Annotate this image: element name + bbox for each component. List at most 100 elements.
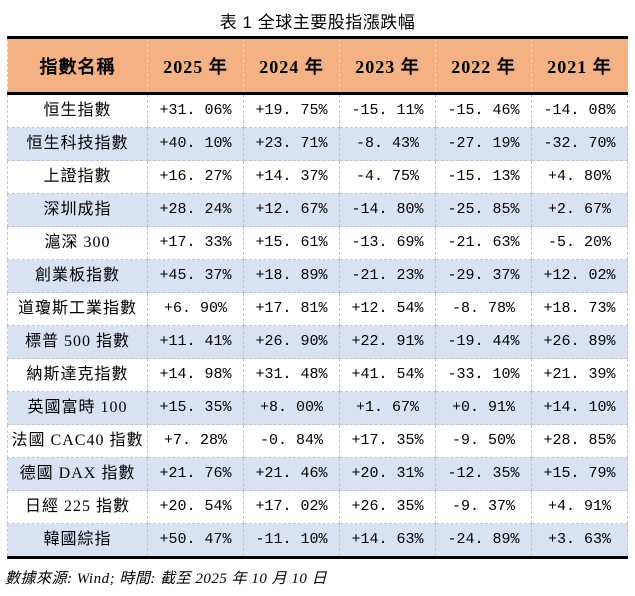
- index-name-cell: 深圳成指: [7, 193, 148, 227]
- index-name-cell: 日經 225 指數: [7, 490, 148, 524]
- value-cell: -29. 37%: [435, 259, 532, 293]
- value-cell: +17. 02%: [243, 490, 340, 524]
- value-cell: +0. 91%: [435, 391, 532, 425]
- header-row: 指數名稱 2025 年 2024 年 2023 年 2022 年 2021 年: [7, 37, 628, 95]
- value-cell: -8. 78%: [435, 292, 532, 326]
- table-row: 韓國綜指 +50. 47% -11. 10% +14. 63% -24. 89% +3. …: [7, 523, 628, 558]
- value-cell: -15. 13%: [435, 160, 532, 194]
- index-name-cell: 滬深 300: [7, 226, 148, 260]
- table-row: 標普 500 指數 +11. 41% +26. 90% +22. 91% -19. 44…: [7, 325, 628, 359]
- table-row: 上證指數 +16. 27% +14. 37% -4. 75% -15. 13% +4. 8…: [7, 160, 628, 194]
- value-cell: -13. 69%: [339, 226, 436, 260]
- value-cell: +41. 54%: [339, 358, 436, 392]
- value-cell: +26. 89%: [531, 325, 628, 359]
- value-cell: +17. 81%: [243, 292, 340, 326]
- value-cell: +15. 79%: [531, 457, 628, 491]
- value-cell: +17. 35%: [339, 424, 436, 458]
- column-header-index-name: 指數名稱: [7, 37, 148, 95]
- value-cell: +6. 90%: [147, 292, 244, 326]
- value-cell: -14. 80%: [339, 193, 436, 227]
- table-body: 恒生指數 +31. 06% +19. 75% -15. 11% -15. 46% -14.…: [7, 93, 628, 558]
- value-cell: +21. 76%: [147, 457, 244, 491]
- value-cell: +14. 98%: [147, 358, 244, 392]
- table-row: 創業板指數 +45. 37% +18. 89% -21. 23% -29. 37% +12…: [7, 259, 628, 293]
- index-name-cell: 韓國綜指: [7, 523, 148, 558]
- value-cell: -8. 43%: [339, 127, 436, 161]
- index-name-cell: 納斯達克指數: [7, 358, 148, 392]
- value-cell: +14. 63%: [339, 523, 436, 558]
- index-name-cell: 上證指數: [7, 160, 148, 194]
- index-name-cell: 英國富時 100: [7, 391, 148, 425]
- index-name-cell: 德國 DAX 指數: [7, 457, 148, 491]
- source-note: 數據來源: Wind; 時間: 截至 2025 年 10 月 10 日: [5, 571, 328, 587]
- value-cell: +50. 47%: [147, 523, 244, 558]
- value-cell: +23. 71%: [243, 127, 340, 161]
- table-row: 滬深 300 +17. 33% +15. 61% -13. 69% -21. 63% -5…: [7, 226, 628, 260]
- value-cell: -12. 35%: [435, 457, 532, 491]
- value-cell: +31. 06%: [147, 93, 244, 128]
- index-name-cell: 恒生科技指數: [7, 127, 148, 161]
- index-name-cell: 恒生指數: [7, 93, 148, 128]
- value-cell: +20. 31%: [339, 457, 436, 491]
- column-header-year: 2025 年: [147, 37, 244, 95]
- value-cell: +8. 00%: [243, 391, 340, 425]
- index-name-cell: 道瓊斯工業指數: [7, 292, 148, 326]
- value-cell: -33. 10%: [435, 358, 532, 392]
- value-cell: -27. 19%: [435, 127, 532, 161]
- table-row: 恒生指數 +31. 06% +19. 75% -15. 11% -15. 46% -14.…: [7, 93, 628, 128]
- value-cell: +45. 37%: [147, 259, 244, 293]
- value-cell: +12. 67%: [243, 193, 340, 227]
- table-row: 深圳成指 +28. 24% +12. 67% -14. 80% -25. 85% +2. …: [7, 193, 628, 227]
- value-cell: -24. 89%: [435, 523, 532, 558]
- value-cell: +20. 54%: [147, 490, 244, 524]
- value-cell: +19. 75%: [243, 93, 340, 128]
- value-cell: +21. 39%: [531, 358, 628, 392]
- value-cell: +21. 46%: [243, 457, 340, 491]
- value-cell: +31. 48%: [243, 358, 340, 392]
- column-header-year: 2024 年: [243, 37, 340, 95]
- value-cell: +16. 27%: [147, 160, 244, 194]
- value-cell: +22. 91%: [339, 325, 436, 359]
- value-cell: -21. 23%: [339, 259, 436, 293]
- table-title: 表 1 全球主要股指漲跌幅: [219, 13, 416, 32]
- value-cell: +14. 37%: [243, 160, 340, 194]
- value-cell: -21. 63%: [435, 226, 532, 260]
- value-cell: -9. 37%: [435, 490, 532, 524]
- value-cell: +26. 35%: [339, 490, 436, 524]
- value-cell: +11. 41%: [147, 325, 244, 359]
- table-row: 恒生科技指數 +40. 10% +23. 71% -8. 43% -27. 19% -32…: [7, 127, 628, 161]
- value-cell: -32. 70%: [531, 127, 628, 161]
- index-name-cell: 法國 CAC40 指數: [7, 424, 148, 458]
- value-cell: -5. 20%: [531, 226, 628, 260]
- value-cell: -15. 46%: [435, 93, 532, 128]
- value-cell: +17. 33%: [147, 226, 244, 260]
- index-name-cell: 創業板指數: [7, 259, 148, 293]
- value-cell: +14. 10%: [531, 391, 628, 425]
- value-cell: +12. 54%: [339, 292, 436, 326]
- table-row: 英國富時 100 +15. 35% +8. 00% +1. 67% +0. 91% +14…: [7, 391, 628, 425]
- value-cell: -0. 84%: [243, 424, 340, 458]
- table-row: 納斯達克指數 +14. 98% +31. 48% +41. 54% -33. 10% +2…: [7, 358, 628, 392]
- value-cell: -9. 50%: [435, 424, 532, 458]
- value-cell: +2. 67%: [531, 193, 628, 227]
- index-performance-table: 指數名稱 2025 年 2024 年 2023 年 2022 年 2021 年 恒生指數 +…: [7, 36, 628, 559]
- value-cell: +4. 80%: [531, 160, 628, 194]
- value-cell: -19. 44%: [435, 325, 532, 359]
- value-cell: +4. 91%: [531, 490, 628, 524]
- value-cell: +12. 02%: [531, 259, 628, 293]
- table-row: 道瓊斯工業指數 +6. 90% +17. 81% +12. 54% -8. 78% +18…: [7, 292, 628, 326]
- column-header-year: 2022 年: [435, 37, 532, 95]
- value-cell: +28. 24%: [147, 193, 244, 227]
- value-cell: +26. 90%: [243, 325, 340, 359]
- value-cell: +18. 89%: [243, 259, 340, 293]
- value-cell: -14. 08%: [531, 93, 628, 128]
- value-cell: +15. 61%: [243, 226, 340, 260]
- value-cell: +3. 63%: [531, 523, 628, 558]
- value-cell: -11. 10%: [243, 523, 340, 558]
- table-header: 指數名稱 2025 年 2024 年 2023 年 2022 年 2021 年: [7, 37, 628, 95]
- value-cell: +40. 10%: [147, 127, 244, 161]
- value-cell: +28. 85%: [531, 424, 628, 458]
- table-row: 日經 225 指數 +20. 54% +17. 02% +26. 35% -9. 37%…: [7, 490, 628, 524]
- value-cell: +1. 67%: [339, 391, 436, 425]
- index-name-cell: 標普 500 指數: [7, 325, 148, 359]
